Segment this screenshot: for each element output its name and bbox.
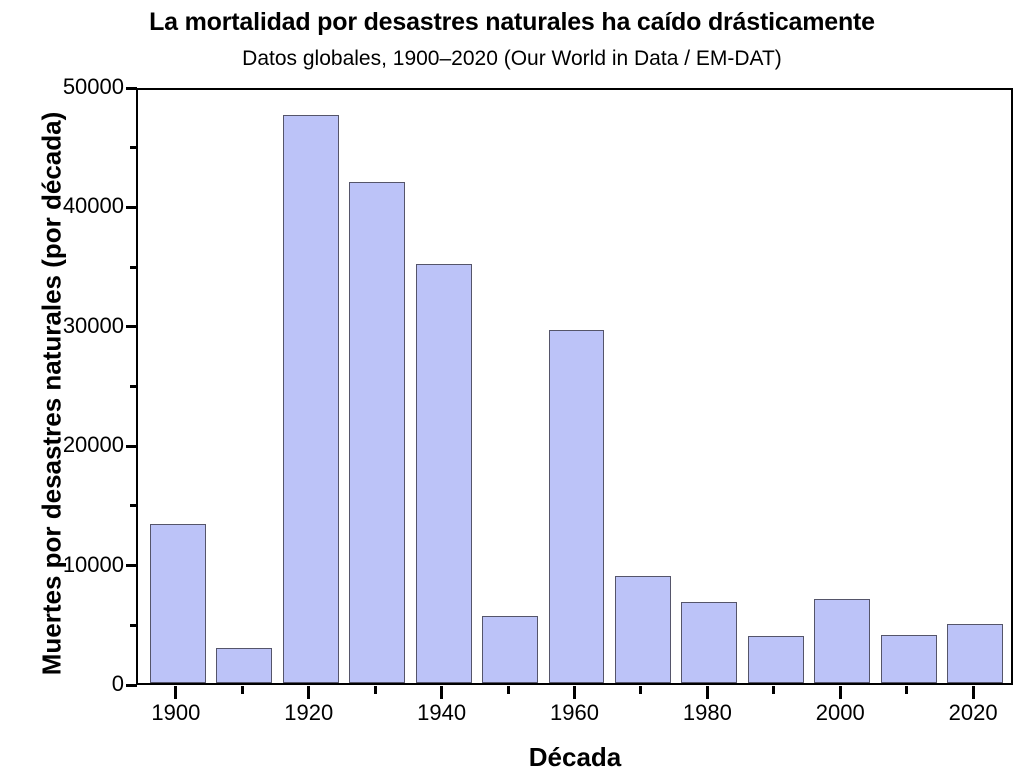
- bar: [814, 598, 871, 683]
- bar: [482, 616, 538, 683]
- y-tick-label: 50000: [62, 74, 124, 99]
- y-tick-minor: [130, 504, 137, 508]
- x-tick-label: 1900: [151, 700, 201, 725]
- x-tick-label: 1940: [417, 700, 467, 725]
- y-tick-minor: [130, 265, 137, 269]
- bar: [548, 329, 605, 683]
- chart-title: La mortalidad por desastres naturales ha…: [149, 8, 875, 36]
- bar: [615, 575, 671, 683]
- bar: [681, 601, 738, 683]
- y-tick-minor: [130, 623, 137, 627]
- y-tick-minor: [130, 385, 137, 388]
- y-axis-title: Muertes por desastres naturales (por déc…: [36, 111, 67, 676]
- x-tick-major: [971, 686, 975, 699]
- y-tick-major: [126, 86, 137, 90]
- x-tick-label: 2000: [815, 700, 865, 725]
- x-tick-major: [174, 686, 178, 699]
- bar: [216, 648, 273, 683]
- plot-area: [136, 88, 1013, 685]
- y-tick-label: 30000: [62, 312, 124, 338]
- x-tick-minor: [373, 686, 377, 694]
- chart-subtitle: Datos globales, 1900–2020 (Our World in …: [242, 47, 782, 70]
- x-tick-major: [838, 686, 842, 699]
- bar: [349, 181, 406, 683]
- y-tick-label: 10000: [62, 551, 124, 577]
- bar: [149, 524, 206, 683]
- y-tick-major: [126, 683, 137, 687]
- y-tick-major: [126, 205, 137, 209]
- y-tick-label: 20000: [62, 432, 124, 458]
- bar: [282, 114, 339, 683]
- x-tick-label: 1960: [550, 700, 599, 725]
- y-tick-label: 0: [111, 671, 124, 696]
- x-tick-label: 1980: [682, 700, 732, 725]
- x-tick-major: [307, 686, 311, 699]
- x-tick-minor: [639, 686, 643, 694]
- x-tick-major: [440, 686, 444, 699]
- x-tick-label: 1920: [284, 700, 334, 725]
- x-tick-minor: [506, 686, 510, 694]
- bars-layer: [138, 90, 1011, 683]
- x-tick-major: [573, 686, 576, 699]
- x-tick-label: 2020: [948, 700, 998, 725]
- y-tick-major: [126, 564, 137, 568]
- y-tick-minor: [130, 146, 137, 150]
- x-tick-minor: [772, 686, 776, 694]
- y-tick-major: [126, 325, 137, 329]
- y-tick-major: [126, 444, 137, 448]
- y-tick-label: 40000: [62, 193, 124, 219]
- bar: [880, 634, 937, 683]
- x-tick-minor: [905, 686, 909, 694]
- x-tick-major: [705, 686, 709, 699]
- bar: [747, 635, 804, 683]
- x-tick-minor: [240, 686, 244, 694]
- bar: [415, 263, 472, 683]
- x-axis-title: Década: [528, 742, 622, 772]
- bar: [947, 623, 1004, 683]
